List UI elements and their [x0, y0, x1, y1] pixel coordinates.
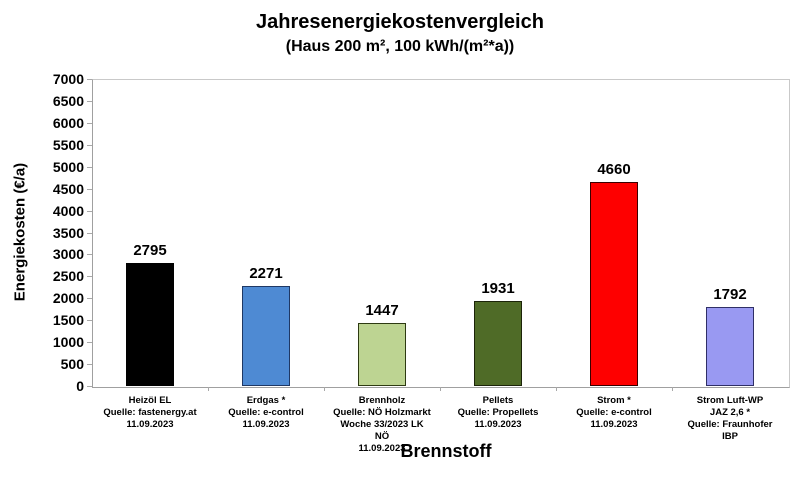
- category-label: Strom * Quelle: e-control 11.09.2023: [524, 395, 704, 431]
- y-tick-mark: [87, 276, 92, 278]
- bar: [706, 307, 754, 386]
- category-label-line: Quelle: Propellets: [457, 407, 539, 418]
- y-tick-label: 6000: [52, 114, 84, 131]
- category-label-line: Quelle: NÖ Holzmarkt: [333, 407, 431, 418]
- category-label-line: Heizöl EL: [128, 395, 172, 406]
- y-tick-label: 3500: [52, 224, 84, 241]
- x-tick-mark: [440, 387, 441, 391]
- bar-value-label: 2271: [249, 265, 283, 282]
- category-label-line: Strom Luft-WP: [696, 395, 764, 406]
- bar: [126, 263, 174, 386]
- y-tick-mark: [87, 144, 92, 146]
- y-tick-label: 2000: [52, 290, 84, 307]
- category-label-line: Quelle: e-control: [228, 407, 304, 418]
- x-tick-mark: [208, 387, 209, 391]
- category-label-line: 11.09.2023: [474, 419, 522, 430]
- category-label: Erdgas * Quelle: e-control 11.09.2023: [176, 395, 356, 431]
- bar-value-label: 1931: [481, 280, 515, 297]
- category-label-line: Strom *: [597, 395, 631, 406]
- y-tick-label: 4500: [52, 180, 84, 197]
- y-tick-label: 7000: [52, 71, 84, 87]
- y-tick-label: 1000: [52, 334, 84, 351]
- plot-area: [92, 79, 790, 388]
- y-tick-label: 4000: [52, 202, 84, 219]
- bar-value-label: 1792: [713, 286, 747, 303]
- category-label: Pellets Quelle: Propellets 11.09.2023: [408, 395, 588, 431]
- category-label-line: Pellets: [482, 395, 514, 406]
- y-tick-mark: [87, 232, 92, 234]
- chart-title: Jahresenergiekostenvergleich: [256, 11, 544, 33]
- y-tick-label: 2500: [52, 268, 84, 285]
- category-label-line: JAZ 2,6 *: [709, 407, 751, 418]
- bar: [474, 301, 522, 386]
- y-tick-mark: [87, 210, 92, 212]
- y-tick-mark: [87, 364, 92, 366]
- bar: [590, 182, 638, 386]
- category-label-line: NÖ: [374, 431, 390, 442]
- y-tick-mark: [87, 298, 92, 300]
- y-tick-mark: [87, 122, 92, 124]
- bar: [358, 323, 406, 386]
- x-tick-mark: [556, 387, 557, 391]
- category-label-line: 11.09.2023: [126, 419, 174, 430]
- y-tick-mark: [87, 166, 92, 168]
- x-axis-title: Brennstoff: [400, 441, 492, 461]
- category-label-line: Quelle: fastenergy.at: [103, 407, 197, 418]
- y-tick-mark: [87, 100, 92, 102]
- y-tick-mark: [87, 386, 92, 387]
- bar-value-label: 4660: [597, 161, 631, 178]
- y-tick-mark: [87, 188, 92, 190]
- category-label-line: 11.09.2023: [590, 419, 638, 430]
- bar-value-label: 1447: [365, 302, 399, 319]
- category-label-line: 11.09.2023: [242, 419, 290, 430]
- category-label-line: Quelle: Fraunhofer: [687, 419, 773, 430]
- y-tick-mark: [87, 254, 92, 256]
- category-label-line: Erdgas *: [246, 395, 286, 406]
- y-tick-label: 3000: [52, 246, 84, 263]
- bar: [242, 286, 290, 386]
- category-label-line: Brennholz: [358, 395, 406, 406]
- category-label-line: IBP: [722, 431, 738, 442]
- category-label: Brennholz Quelle: NÖ Holzmarkt Woche 33/20…: [292, 395, 472, 455]
- y-tick-mark: [87, 342, 92, 344]
- y-tick-mark: [87, 320, 92, 322]
- y-tick-label: 5000: [52, 158, 84, 175]
- category-label-line: Woche 33/2023 LK: [340, 419, 424, 430]
- x-tick-mark: [324, 387, 325, 391]
- y-tick-label: 0: [76, 378, 84, 394]
- category-label: Heizöl EL Quelle: fastenergy.at 11.09.2023: [60, 395, 240, 431]
- y-tick-label: 500: [60, 356, 84, 373]
- chart-subtitle: (Haus 200 m², 100 kWh/(m²*a)): [285, 38, 515, 55]
- y-tick-label: 5500: [52, 136, 84, 153]
- y-tick-label: 6500: [52, 92, 84, 109]
- category-label-line: 11.09.2023: [358, 443, 406, 454]
- x-tick-mark: [672, 387, 673, 391]
- bar-value-label: 2795: [133, 242, 167, 259]
- category-label: Strom Luft-WP JAZ 2,6 * Quelle: Fraunhofer…: [640, 395, 800, 443]
- y-tick-mark: [87, 79, 92, 80]
- y-tick-label: 1500: [52, 312, 84, 329]
- category-label-line: Quelle: e-control: [576, 407, 652, 418]
